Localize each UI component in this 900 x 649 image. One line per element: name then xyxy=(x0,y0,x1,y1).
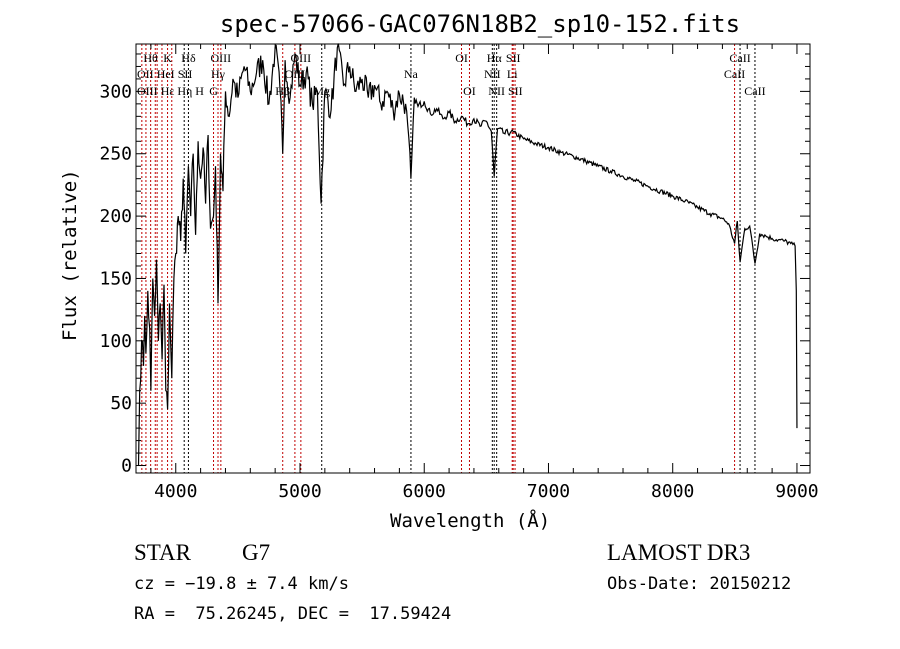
x-tick-label: 4000 xyxy=(154,481,197,502)
object-class: STAR xyxy=(134,540,191,565)
x-tick-label: 7000 xyxy=(527,481,570,502)
y-tick-label: 200 xyxy=(99,206,132,227)
plot-frame xyxy=(135,43,811,474)
y-tick-label: 100 xyxy=(99,331,132,352)
y-tick-label: 300 xyxy=(99,81,132,102)
x-axis-label: Wavelength (Å) xyxy=(390,510,551,532)
line-label: OIII xyxy=(285,67,306,81)
y-axis-label: Flux (relative) xyxy=(59,169,81,341)
line-label: Hβ xyxy=(275,84,290,98)
ra-dec-text: RA = 75.26245, DEC = 17.59424 xyxy=(134,604,452,624)
line-label: Mg xyxy=(313,84,330,98)
line-label: CaII xyxy=(729,51,750,65)
y-tick-label: 150 xyxy=(99,268,132,289)
line-label: Hγ xyxy=(211,67,226,81)
line-label: Hδ xyxy=(181,51,196,65)
line-label: Li xyxy=(507,67,518,81)
obs-date: Obs-Date: 20150212 xyxy=(607,574,792,594)
line-label: Na xyxy=(404,67,419,81)
x-tick-label: 5000 xyxy=(278,481,321,502)
y-tick-label: 0 xyxy=(121,456,132,477)
spectrum-line xyxy=(137,43,798,466)
line-label: NII xyxy=(488,84,505,98)
line-label: OI xyxy=(455,51,468,65)
line-label: HeI xyxy=(157,67,175,81)
line-label: H xyxy=(195,84,204,98)
line-label: Hε xyxy=(161,84,175,98)
line-label: SII xyxy=(506,51,521,65)
line-label: NII xyxy=(484,67,501,81)
line-label: CaII xyxy=(744,84,765,98)
y-tick-label: 250 xyxy=(99,144,132,165)
line-label: OII xyxy=(137,67,154,81)
line-label: OIII xyxy=(291,51,312,65)
line-label: K xyxy=(163,51,172,65)
line-label: Hη xyxy=(177,84,192,98)
redshift-text: cz = −19.8 ± 7.4 km/s xyxy=(134,574,349,594)
line-label: Hθ xyxy=(143,51,158,65)
line-label: CaII xyxy=(724,67,745,81)
line-label: OI xyxy=(463,84,476,98)
line-label: OIII xyxy=(211,51,232,65)
chart-title: spec-57066-GAC076N18B2_sp10-152.fits xyxy=(219,10,741,38)
object-subclass: G7 xyxy=(242,540,271,565)
x-tick-label: 9000 xyxy=(775,481,818,502)
line-label: Hα xyxy=(487,51,503,65)
x-tick-label: 8000 xyxy=(651,481,694,502)
line-label: SII xyxy=(508,84,523,98)
survey-name: LAMOST DR3 xyxy=(607,540,751,565)
x-tick-label: 6000 xyxy=(403,481,446,502)
line-label: SII xyxy=(178,67,193,81)
line-label: G xyxy=(209,84,218,98)
line-label: OIII xyxy=(137,84,158,98)
y-tick-label: 50 xyxy=(110,393,132,414)
